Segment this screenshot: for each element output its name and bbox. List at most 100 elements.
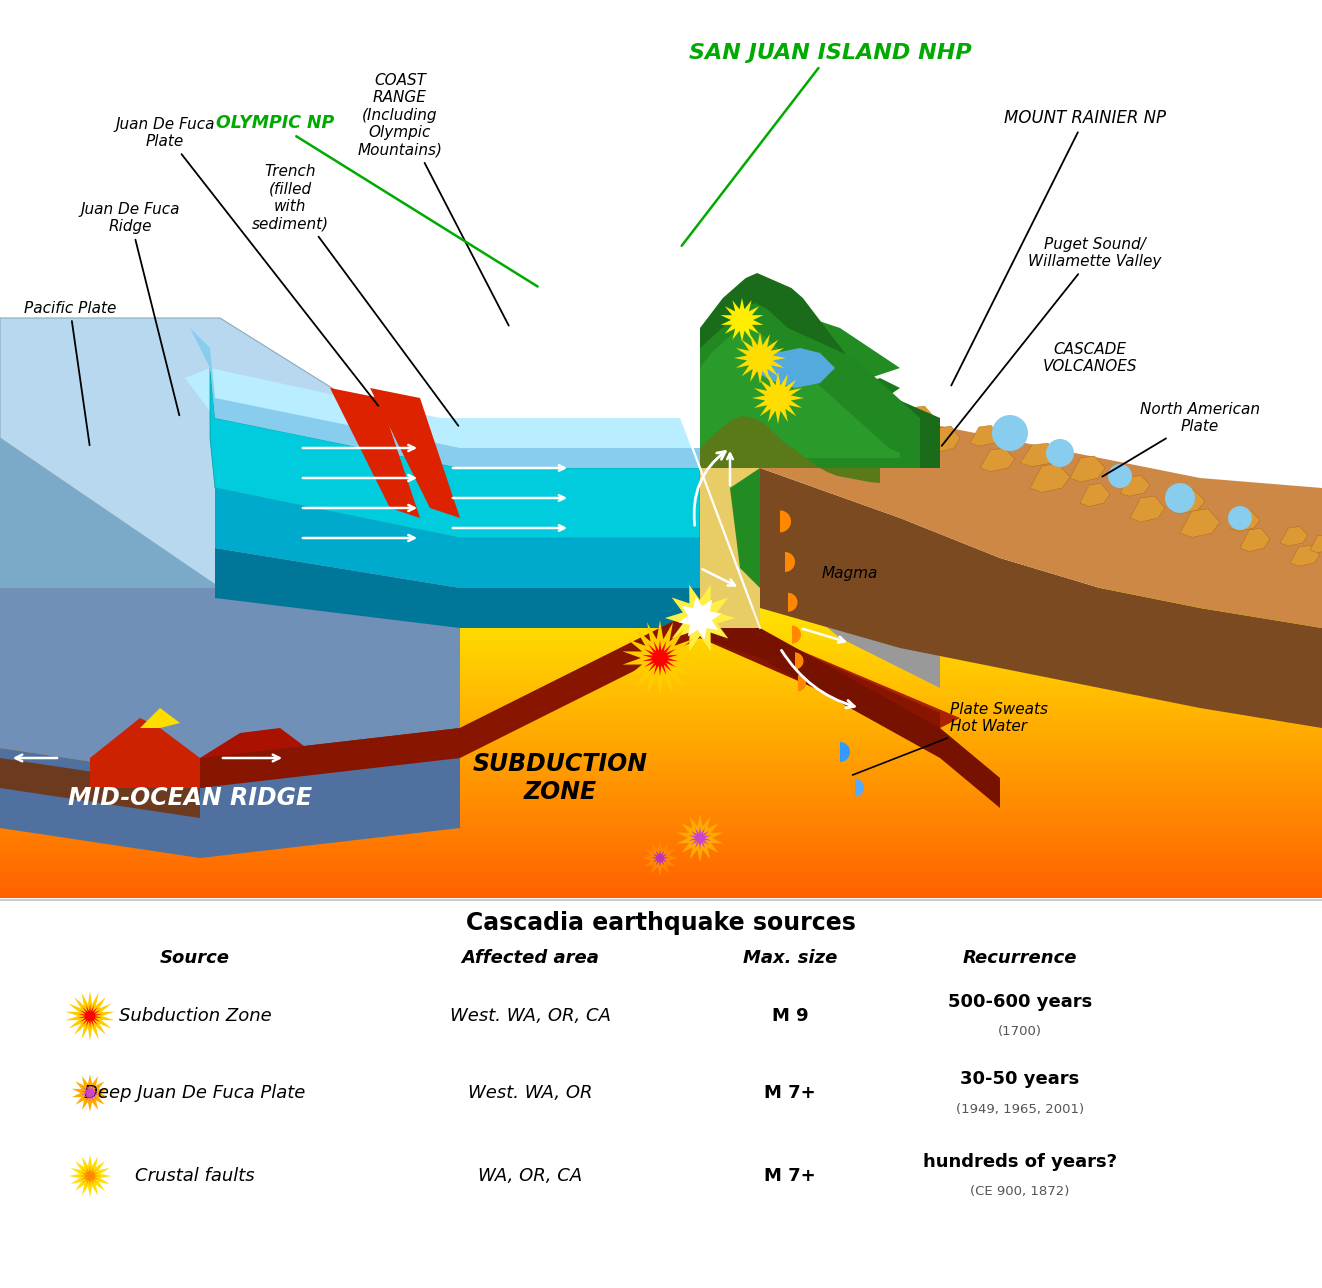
Bar [0,841,1322,846]
Polygon shape [798,675,806,699]
Bar [0,764,1322,769]
Text: Subduction Zone: Subduction Zone [119,1007,271,1025]
Text: Puget Sound/
Willamette Valley: Puget Sound/ Willamette Valley [941,237,1162,446]
Polygon shape [701,468,940,688]
Bar [0,656,1322,661]
Bar [0,790,1322,795]
Bar [0,594,1322,599]
Bar [0,743,1322,748]
Bar [0,645,1322,650]
Polygon shape [701,313,900,589]
Bar [0,614,1322,620]
Polygon shape [65,990,115,1041]
Bar [0,836,1322,841]
Polygon shape [200,608,940,788]
Text: Juan De Fuca
Plate: Juan De Fuca Plate [115,117,378,406]
Polygon shape [642,840,678,876]
Polygon shape [215,547,701,629]
Bar [0,723,1322,728]
Polygon shape [795,653,804,677]
Text: West. WA, OR, CA: West. WA, OR, CA [449,1007,611,1025]
Polygon shape [185,368,701,468]
Polygon shape [190,328,701,468]
Polygon shape [79,1166,100,1186]
Bar [0,846,1322,851]
Polygon shape [78,1005,102,1028]
Text: SUBDUCTION
ZONE: SUBDUCTION ZONE [472,752,648,804]
Bar [0,779,1322,784]
Bar [0,712,1322,717]
Text: Deep Juan De Fuca Plate: Deep Juan De Fuca Plate [85,1084,305,1103]
Polygon shape [215,488,701,589]
Text: CASCADE
VOLCANOES: CASCADE VOLCANOES [1043,341,1137,375]
Polygon shape [788,592,797,621]
Polygon shape [792,626,801,653]
Polygon shape [820,430,855,462]
Polygon shape [330,388,420,518]
Polygon shape [970,425,999,446]
Bar [0,867,1322,872]
Text: Magma: Magma [822,565,878,581]
Bar [0,733,1322,738]
Polygon shape [839,742,850,772]
Text: MOUNT RAINIER NP: MOUNT RAINIER NP [952,109,1166,385]
Text: Source: Source [160,949,230,967]
Polygon shape [0,589,460,778]
Bar [0,769,1322,774]
Polygon shape [785,553,795,582]
Bar [0,759,1322,764]
Text: West. WA, OR: West. WA, OR [468,1084,592,1103]
Polygon shape [1170,491,1204,514]
Bar [0,882,1322,887]
Bar [0,635,1322,640]
Bar [0,820,1322,826]
Polygon shape [701,377,900,629]
Polygon shape [71,1074,108,1112]
Polygon shape [750,348,836,388]
Bar [0,815,1322,820]
Bar [0,774,1322,779]
Polygon shape [701,468,1322,728]
Polygon shape [701,273,940,468]
Bar [0,728,1322,733]
Bar [0,795,1322,800]
Text: Max. size: Max. size [743,949,837,967]
Bar [0,738,1322,743]
Polygon shape [980,448,1015,471]
Bar [0,630,1322,635]
Polygon shape [0,759,200,818]
Bar [0,877,1322,882]
Polygon shape [701,328,900,459]
Bar [0,589,1322,594]
Polygon shape [210,368,701,538]
Bar [0,898,1322,1288]
Polygon shape [1240,528,1270,551]
Polygon shape [720,298,763,343]
Polygon shape [81,1084,99,1103]
Bar [0,687,1322,692]
Polygon shape [0,318,460,589]
Text: M 7+: M 7+ [764,1084,816,1103]
Text: WA, OR, CA: WA, OR, CA [477,1167,582,1185]
Polygon shape [1310,535,1322,553]
Bar [0,887,1322,893]
Bar [0,661,1322,666]
Text: MID-OCEAN RIDGE: MID-OCEAN RIDGE [67,786,312,810]
Bar [0,697,1322,702]
Circle shape [1046,439,1073,468]
Polygon shape [69,1155,111,1198]
Text: 30-50 years: 30-50 years [960,1070,1080,1088]
Polygon shape [760,388,1322,629]
Bar [0,862,1322,867]
Bar [0,893,1322,898]
Text: Crustal faults: Crustal faults [135,1167,255,1185]
Polygon shape [623,620,698,696]
Bar [0,857,1322,862]
Circle shape [1108,464,1132,488]
Bar [0,676,1322,681]
Text: Plate Sweats
Hot Water: Plate Sweats Hot Water [853,702,1048,775]
Bar [0,604,1322,609]
Polygon shape [1021,443,1060,466]
Text: Affected area: Affected area [461,949,599,967]
Polygon shape [689,827,711,850]
